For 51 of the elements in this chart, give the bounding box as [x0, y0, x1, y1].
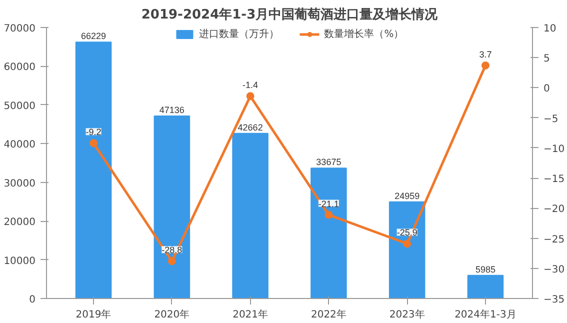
x-tick-label: 2022年 — [310, 308, 346, 320]
data-label: -1.4 — [242, 80, 258, 90]
point — [246, 92, 254, 100]
bar — [154, 116, 190, 298]
y-tick-label: 0 — [29, 294, 36, 306]
y2-tick-label: −5 — [544, 114, 558, 125]
y-tick-label: 40000 — [4, 140, 36, 151]
data-label: 66229 — [81, 31, 106, 42]
point — [481, 61, 490, 70]
bar — [310, 168, 347, 298]
y2-tick-label: −30 — [544, 264, 565, 276]
legend-label: 数量增长率（%） — [324, 28, 404, 41]
bar — [467, 274, 504, 298]
data-label: 24959 — [394, 190, 420, 201]
y-tick-label: 20000 — [4, 217, 36, 228]
x-tick-label: 2023年 — [389, 308, 425, 320]
y2-tick-label: −10 — [544, 144, 565, 155]
y-tick-label: 60000 — [4, 62, 36, 74]
y2-tick-label: −35 — [544, 294, 565, 306]
data-label: 47136 — [159, 105, 184, 116]
chart-title: 2019-2024年1-3月中国葡萄酒进口量及增长情况 — [141, 6, 439, 22]
legend-label: 进口数量（万升） — [199, 28, 280, 41]
x-tick-label: 2024年1-3月 — [454, 308, 516, 320]
x-tick-label: 2020年 — [154, 308, 190, 320]
y-tick-label: 10000 — [4, 256, 36, 267]
x-tick-label: 2019年 — [76, 308, 112, 320]
point — [90, 139, 98, 148]
bar — [75, 42, 112, 298]
point — [324, 210, 333, 219]
point — [168, 257, 176, 266]
bar — [388, 201, 426, 298]
data-label: -25.9 — [396, 228, 418, 238]
data-label: -9.2 — [86, 127, 102, 138]
data-label: 5985 — [475, 264, 496, 274]
y2-tick-label: 0 — [544, 84, 550, 95]
point — [403, 240, 412, 248]
x-tick-label: 2021年 — [232, 308, 268, 320]
y-tick-label: 50000 — [4, 100, 36, 112]
data-label: 3.7 — [479, 49, 492, 60]
y2-tick-label: −20 — [544, 204, 565, 216]
data-label: 33675 — [316, 157, 342, 168]
y2-tick-label: −15 — [544, 174, 565, 186]
data-label: -28.8 — [162, 245, 182, 256]
data-label: 42662 — [238, 122, 263, 132]
bar — [232, 132, 268, 298]
y2-tick-label: 5 — [544, 54, 550, 65]
data-label: -21.1 — [318, 198, 339, 209]
y2-tick-label: −25 — [544, 234, 565, 246]
y-tick-label: 70000 — [4, 24, 36, 34]
y2-tick-label: 10 — [544, 24, 556, 34]
y-tick-label: 30000 — [4, 178, 36, 190]
